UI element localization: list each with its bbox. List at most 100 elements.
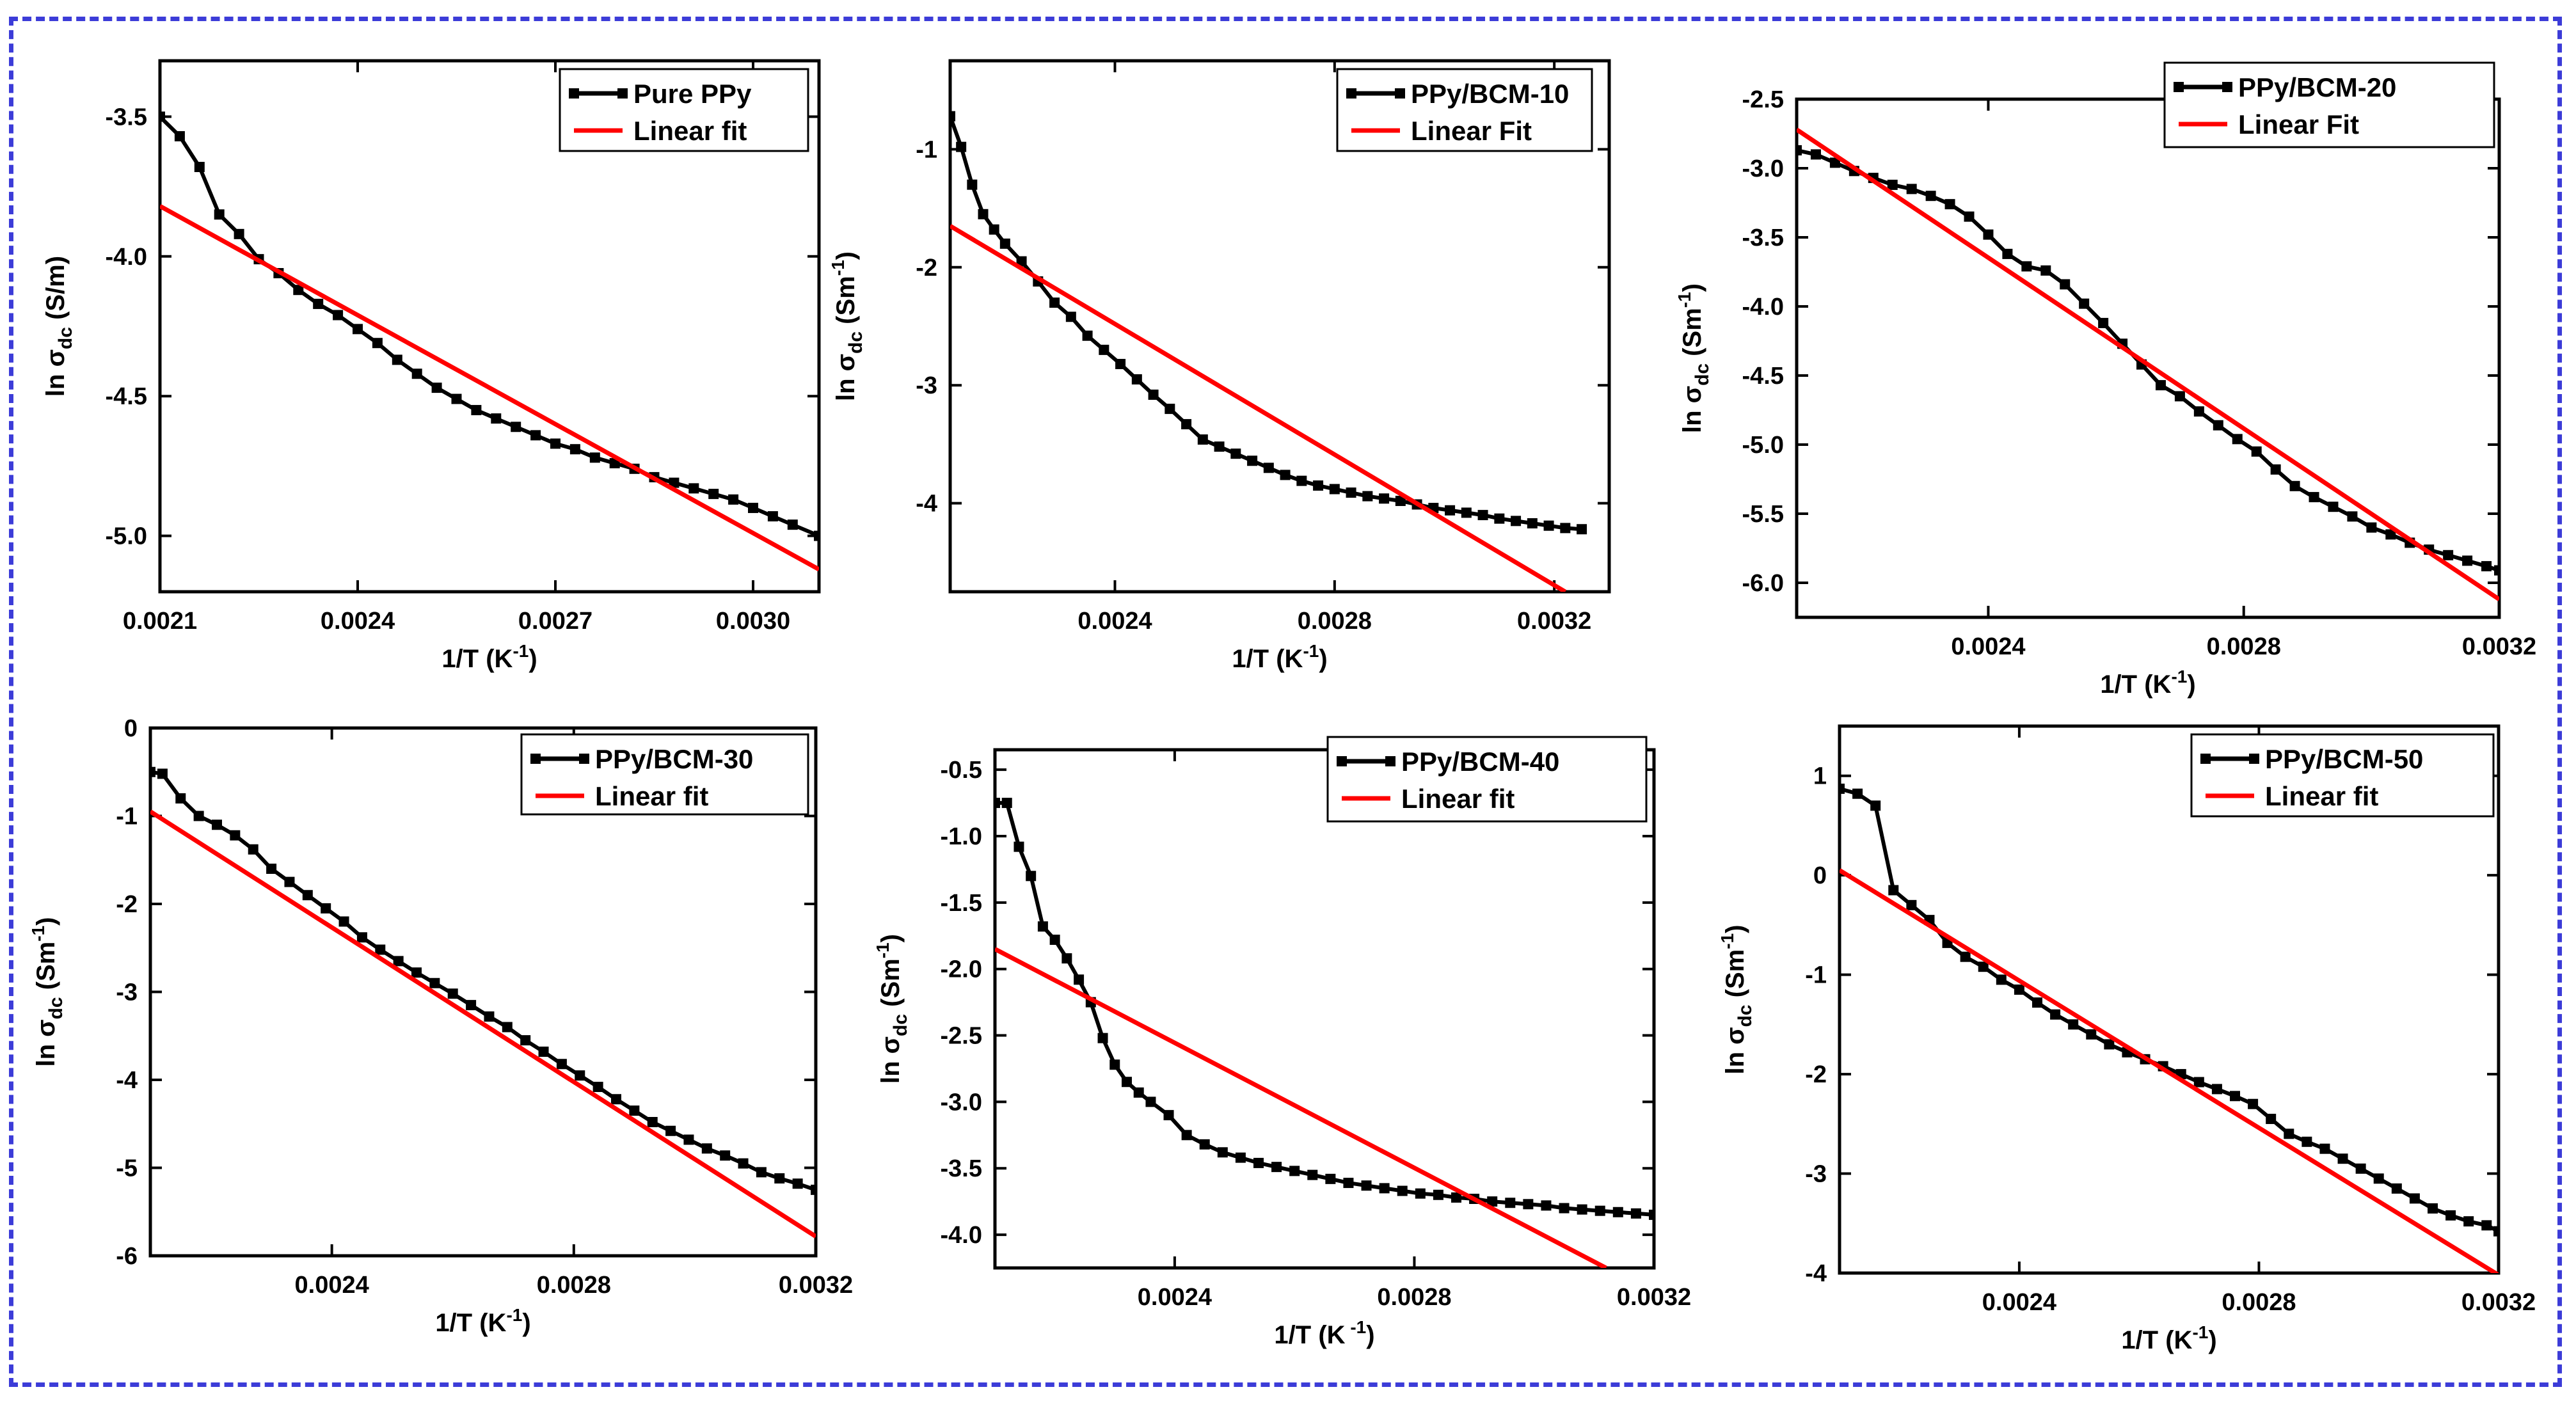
legend-label: PPy/BCM-10 — [1411, 79, 1569, 109]
data-point — [1099, 344, 1109, 355]
legend-box — [559, 68, 809, 152]
data-point — [1887, 179, 1898, 190]
data-point — [2462, 555, 2473, 566]
data-point — [284, 876, 295, 887]
data-point — [995, 798, 1000, 809]
x-tick-label: 0.0021 — [123, 608, 197, 635]
data-point — [1541, 1200, 1552, 1211]
y-axis-title: ln σdc (Sm-1) — [1674, 283, 1713, 433]
data-point — [2445, 1210, 2456, 1221]
data-point — [2319, 1143, 2330, 1154]
data-point — [1235, 1152, 1246, 1163]
data-point — [174, 131, 185, 141]
x-tick-label: 0.0030 — [716, 608, 790, 635]
data-point — [2104, 1039, 2115, 1050]
data-point — [1343, 1178, 1354, 1189]
data-point — [1065, 312, 1076, 322]
data-point — [1983, 229, 1994, 240]
data-point — [738, 1158, 749, 1169]
data-point — [1061, 953, 1072, 964]
data-point — [2193, 1077, 2204, 1088]
data-point — [313, 299, 324, 310]
data-point — [1313, 480, 1324, 491]
data-point — [669, 477, 680, 488]
figure-border — [9, 17, 2562, 1387]
plot-frame — [158, 59, 821, 594]
data-point — [1097, 1033, 1108, 1043]
data-point — [1037, 921, 1048, 932]
y-tick-label: -3.5 — [106, 104, 147, 131]
y-tick-label: -2.5 — [941, 1023, 982, 1050]
plot-data — [950, 111, 1587, 592]
y-tick-label: -4 — [116, 1067, 138, 1094]
legend-box — [1336, 68, 1593, 152]
chart-panel-6: 0.0024 0.0028 0.0032 -4 -3 -2 -1 0 1 1/T (K-1) ln … — [1717, 724, 2536, 1354]
data-point — [2443, 550, 2454, 560]
data-point — [502, 1022, 513, 1033]
data-point — [611, 1094, 621, 1105]
data-point — [1906, 184, 1917, 194]
legend-marker — [2222, 82, 2232, 92]
data-point — [1145, 1096, 1156, 1107]
data-point — [569, 444, 580, 455]
data-point — [160, 111, 165, 122]
y-tick-label: -3 — [116, 979, 138, 1006]
data-point — [1577, 524, 1587, 535]
y-tick-label: -5.5 — [1742, 501, 1784, 528]
x-tick-label: 0.0024 — [1951, 633, 2025, 660]
data-point — [1477, 510, 1488, 521]
y-tick-label: 1 — [1813, 763, 1827, 790]
data-point — [2060, 279, 2071, 290]
plot-data — [1840, 783, 2499, 1273]
data-point — [1199, 1139, 1210, 1150]
plot-data — [160, 111, 819, 572]
x-axis-title: 1/T (K-1) — [435, 1305, 530, 1337]
x-tick-label: 0.0027 — [518, 608, 592, 635]
data-point — [2284, 1128, 2294, 1139]
data-point — [2385, 529, 2396, 540]
y-tick-label: -1 — [916, 136, 937, 163]
data-point — [1888, 885, 1899, 896]
data-point — [1214, 441, 1225, 452]
data-point — [787, 519, 798, 530]
data-point — [392, 354, 402, 365]
y-tick-label: -6 — [116, 1243, 138, 1270]
plot-frame — [993, 748, 1656, 1270]
data-point — [1978, 962, 1989, 972]
plot-data — [1797, 127, 2499, 601]
data-point — [1122, 1077, 1132, 1088]
x-axis-title: 1/T (K-1) — [441, 641, 537, 673]
linear-fit-line — [1840, 868, 2499, 1273]
y-tick-label: -4.0 — [1742, 294, 1784, 321]
data-point — [1810, 149, 1821, 160]
data-point — [708, 489, 719, 500]
data-point — [989, 224, 999, 235]
legend-marker — [579, 754, 589, 764]
data-point — [792, 1178, 803, 1189]
data-point — [2270, 464, 2281, 475]
data-point — [194, 162, 205, 172]
data-point — [2230, 1091, 2240, 1102]
y-tick-label: -3.5 — [1742, 225, 1784, 251]
x-tick-label: 0.0032 — [779, 1272, 853, 1299]
plot-data — [995, 798, 1654, 1268]
data-point — [1379, 1183, 1390, 1194]
legend-box — [1326, 736, 1648, 823]
data-point — [2021, 261, 2032, 272]
data-point — [157, 768, 168, 779]
data-point — [1852, 788, 1863, 799]
data-point — [1197, 434, 1208, 445]
x-tick-label: 0.0028 — [1377, 1284, 1451, 1311]
data-point — [1131, 374, 1142, 384]
legend-label: Linear fit — [595, 781, 708, 811]
data-point — [2155, 380, 2166, 391]
y-tick-label: -3.0 — [1742, 155, 1784, 182]
data-point — [2493, 1226, 2499, 1237]
data-point — [2347, 511, 2358, 522]
data-point — [683, 1134, 694, 1145]
data-point — [2366, 522, 2377, 533]
data-point — [728, 494, 739, 505]
x-tick-label: 0.0024 — [321, 608, 395, 635]
data-point — [1461, 507, 1472, 518]
legend-label: PPy/BCM-50 — [2265, 744, 2423, 774]
